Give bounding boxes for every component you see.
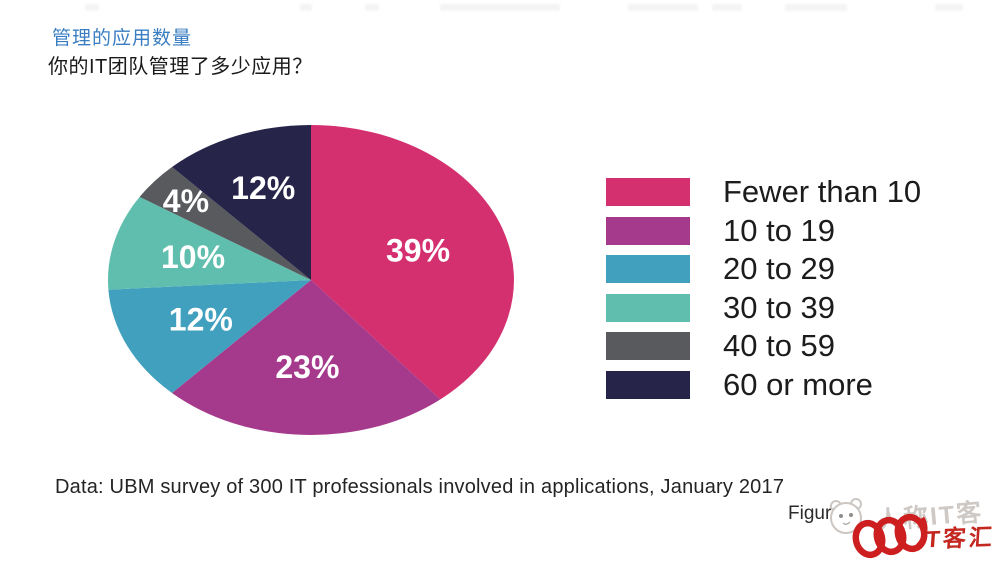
figure-caption: Figur xyxy=(788,503,832,524)
pie-slice-20-to-29 xyxy=(108,280,312,393)
legend: Fewer than 10 10 to 19 20 to 29 30 to 39 40 … xyxy=(606,174,922,402)
legend-label: 10 to 19 xyxy=(723,212,836,248)
legend-item: Fewer than 10 xyxy=(606,174,922,209)
pie-slice-fewer-than-10 xyxy=(311,125,514,400)
pie-slice-10-to-19 xyxy=(172,280,441,436)
legend-swatch xyxy=(606,293,690,322)
pie-data-label: 39% xyxy=(386,233,450,269)
legend-item: 60 or more xyxy=(606,366,921,402)
legend-item: 30 to 39 xyxy=(606,289,921,325)
legend-item: 20 to 29 xyxy=(606,251,921,286)
legend-label: Fewer than 10 xyxy=(723,174,922,209)
data-source-note: Data: UBM survey of 300 IT professionals… xyxy=(55,476,785,498)
legend-swatch xyxy=(606,178,690,206)
page-title: 管理的应用数量 xyxy=(52,28,193,49)
legend-swatch xyxy=(606,370,690,399)
legend-item: 40 to 59 xyxy=(606,328,921,363)
legend-label: 30 to 39 xyxy=(723,289,836,325)
legend-swatch xyxy=(606,255,690,283)
legend-label: 40 to 59 xyxy=(723,328,836,363)
legend-swatch xyxy=(606,216,690,245)
legend-item: 10 to 19 xyxy=(606,212,921,248)
legend-label: 60 or more xyxy=(723,366,873,402)
pie-slice-60-or-more xyxy=(172,124,311,280)
legend-swatch xyxy=(606,332,690,360)
pie-data-label: 12% xyxy=(169,302,233,338)
pie-data-label: 23% xyxy=(275,349,339,385)
pie-slice-40-to-59 xyxy=(139,167,311,280)
pie-data-label: 12% xyxy=(231,170,295,206)
pie-slice-30-to-39 xyxy=(107,196,311,290)
chart-question: 你的IT团队管理了多少应用？ xyxy=(48,56,313,78)
legend-label: 20 to 29 xyxy=(723,251,836,286)
pie-data-label: 10% xyxy=(161,239,225,275)
